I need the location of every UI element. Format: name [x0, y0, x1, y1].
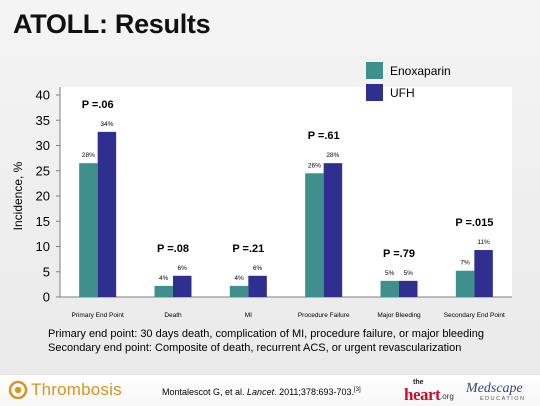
y-tick-label: 0	[43, 290, 50, 305]
brand-name: Thrombosis	[31, 380, 122, 399]
x-tick-label: Procedure Failure	[298, 312, 350, 319]
p-value-label: P =.61	[308, 130, 340, 142]
citation-ref: [3]	[353, 387, 361, 393]
bar	[154, 285, 173, 297]
y-axis-title: Incidence, %	[11, 161, 25, 230]
bar-value-label: 34%	[100, 121, 113, 128]
legend-swatch	[366, 62, 383, 79]
bar-value-label: 28%	[326, 152, 339, 159]
citation-details: . 2011;378:693-703.	[274, 387, 354, 397]
bar	[399, 280, 418, 297]
legend-swatch	[366, 84, 383, 101]
citation-authors: Montalescot G, et al.	[162, 387, 248, 397]
bar-value-label: 11%	[477, 239, 490, 246]
y-tick-label: 30	[36, 138, 50, 153]
p-value-label: P =.08	[157, 243, 189, 255]
p-value-label: P =.79	[383, 248, 415, 260]
plot-area	[60, 87, 512, 297]
bar	[248, 275, 267, 297]
y-tick-label: 10	[36, 239, 50, 254]
y-tick-label: 15	[36, 214, 50, 229]
bar	[455, 270, 475, 297]
bar	[229, 285, 249, 297]
bar-value-label: 6%	[253, 265, 263, 272]
legend-label: Enoxaparin	[390, 64, 451, 78]
medscape-logo-main: Medscape	[466, 381, 523, 396]
x-tick-label: Major Bleeding	[377, 312, 421, 319]
y-tick-label: 25	[36, 163, 50, 178]
thrombosis-logo-icon	[8, 380, 28, 400]
medscape-education-logo: Medscape EDUCATION	[466, 381, 536, 403]
legend-label: UFH	[390, 86, 415, 100]
footer-bar: Thrombosis Montalescot G, et al. Lancet.…	[0, 374, 540, 406]
bar	[380, 280, 399, 297]
theheart-logo-org: .org	[440, 392, 454, 401]
endpoint-notes: Primary end point: 30 days death, compli…	[48, 327, 484, 355]
bar	[97, 131, 117, 297]
medscape-logo-sub: EDUCATION	[480, 396, 526, 402]
bar	[323, 163, 343, 297]
bar	[474, 250, 493, 297]
p-value-label: P =.015	[455, 217, 493, 229]
y-tick-label: 5	[43, 264, 50, 279]
bar-value-label: 6%	[178, 265, 188, 272]
bar	[79, 163, 98, 297]
theheart-logo-the: the	[413, 379, 424, 386]
y-tick-label: 20	[36, 189, 50, 204]
bar-chart: 0 5 10 15 20 25 30 35 40 Incidence, % 28% 34% Primar…	[11, 62, 512, 319]
theheart-org-logo: the heart .org	[404, 379, 454, 404]
slide-title: ATOLL: Results	[13, 9, 211, 39]
secondary-endpoint-note: Secondary end point: Composite of death,…	[48, 342, 462, 354]
p-value-label: P =.06	[82, 99, 114, 111]
bar-value-label: 28%	[82, 152, 95, 159]
citation: Montalescot G, et al. Lancet. 2011;378:6…	[162, 387, 361, 397]
primary-endpoint-note: Primary end point: 30 days death, compli…	[48, 328, 484, 340]
y-tick-label: 40	[36, 88, 50, 103]
bar	[305, 173, 324, 297]
x-tick-label: Death	[164, 312, 182, 319]
bar-value-label: 5%	[385, 270, 395, 277]
bar-value-label: 4%	[159, 275, 169, 282]
bar-value-label: 26%	[308, 162, 321, 169]
bar-value-label: 7%	[460, 260, 470, 267]
x-tick-label: Primary End Point	[71, 312, 124, 319]
bar	[173, 275, 192, 297]
y-tick-label: 35	[36, 113, 50, 128]
p-value-label: P =.21	[232, 243, 264, 255]
theheart-logo-heart: heart	[404, 385, 441, 404]
brand-logo: Thrombosis	[8, 380, 122, 400]
bar-value-label: 5%	[404, 270, 414, 277]
bar-value-label: 4%	[234, 275, 244, 282]
x-tick-label: Secondary End Point	[444, 312, 505, 319]
x-tick-label: MI	[245, 312, 252, 319]
citation-journal: Lancet	[247, 387, 275, 397]
